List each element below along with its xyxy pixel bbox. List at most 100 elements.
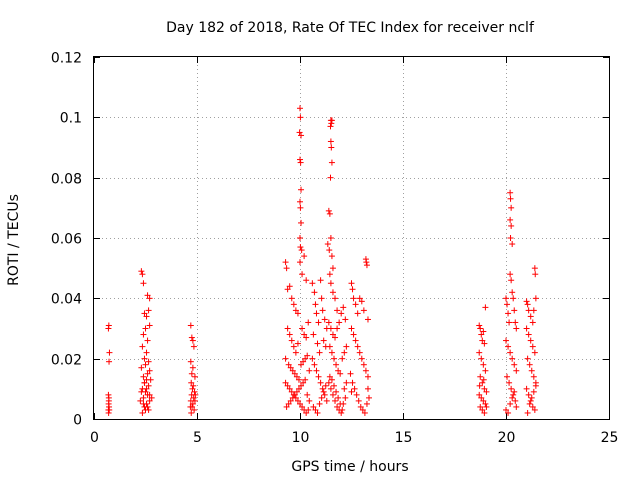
data-point <box>339 406 346 413</box>
data-point <box>297 105 303 112</box>
data-point <box>297 400 303 407</box>
data-point <box>106 358 113 365</box>
y-tick-label: 0.08 <box>51 172 82 188</box>
data-point <box>336 319 343 326</box>
data-point <box>326 210 333 217</box>
y-tick-label: 0.06 <box>51 232 82 248</box>
data-point <box>529 319 536 326</box>
data-point <box>295 376 302 383</box>
axis-ticks <box>94 57 610 420</box>
tick-labels: 0 5 10 15 20 25 0 0.02 0.04 0.06 0.08 0.1 0.12 <box>51 51 619 447</box>
data-point <box>337 370 344 377</box>
data-point <box>188 409 195 416</box>
data-point <box>190 394 197 401</box>
data-point <box>144 292 151 299</box>
data-point <box>105 394 112 401</box>
data-point <box>532 295 539 302</box>
data-point <box>327 123 334 130</box>
data-point <box>286 385 293 392</box>
data-point <box>141 379 148 386</box>
data-point <box>191 397 198 404</box>
data-point <box>287 364 294 371</box>
data-point <box>191 388 198 395</box>
data-point <box>326 271 333 278</box>
data-point <box>509 289 516 296</box>
data-point <box>363 400 370 407</box>
data-point <box>141 310 148 317</box>
data-point <box>302 355 309 362</box>
data-point <box>146 397 153 404</box>
data-point <box>356 295 363 302</box>
data-point <box>328 120 335 127</box>
data-point <box>352 337 359 344</box>
data-point <box>327 325 334 332</box>
data-point <box>317 379 324 386</box>
data-point <box>315 319 322 326</box>
data-point <box>479 379 486 386</box>
data-points <box>105 105 539 416</box>
y-tick-label: 0.02 <box>51 353 82 369</box>
data-point <box>304 352 311 359</box>
data-point <box>318 394 325 401</box>
data-point <box>285 400 292 407</box>
data-point <box>298 247 305 254</box>
data-point <box>297 114 304 121</box>
data-point <box>504 373 511 380</box>
data-point <box>137 397 144 404</box>
data-point <box>333 361 340 368</box>
data-point <box>321 316 328 323</box>
data-point <box>312 406 319 413</box>
data-point <box>512 319 519 326</box>
data-point <box>292 349 299 356</box>
data-point <box>480 376 487 383</box>
data-point <box>510 295 517 302</box>
data-point <box>366 394 373 401</box>
data-point <box>364 373 371 380</box>
data-point <box>291 370 298 377</box>
data-point <box>145 358 152 365</box>
x-axis-label: GPS time / hours <box>291 459 408 475</box>
data-point <box>301 253 308 260</box>
data-point <box>192 391 199 398</box>
data-point <box>140 331 147 338</box>
data-point <box>513 325 520 332</box>
data-point <box>360 307 367 314</box>
data-point <box>311 289 318 296</box>
data-point <box>355 397 362 404</box>
data-point <box>310 403 317 410</box>
data-point <box>527 313 534 320</box>
data-point <box>478 331 485 338</box>
data-point <box>145 382 152 389</box>
data-point <box>144 337 151 344</box>
data-point <box>352 301 359 308</box>
data-point <box>189 385 196 392</box>
data-point <box>505 310 512 317</box>
data-point <box>476 322 483 329</box>
data-point <box>293 373 300 380</box>
data-point <box>309 280 316 287</box>
data-point <box>527 337 534 344</box>
data-point <box>282 259 289 266</box>
data-point <box>358 298 365 305</box>
data-point <box>510 391 517 398</box>
data-point <box>332 397 339 404</box>
data-point <box>292 307 299 314</box>
data-point <box>530 388 537 395</box>
data-point <box>320 337 327 344</box>
data-point <box>282 379 289 386</box>
data-point <box>343 343 350 350</box>
data-point <box>312 301 319 308</box>
data-point <box>525 307 532 314</box>
data-point <box>531 265 538 272</box>
data-point <box>505 343 512 350</box>
data-point <box>298 382 305 389</box>
data-point <box>318 295 325 302</box>
data-point <box>358 355 365 362</box>
data-point <box>356 349 363 356</box>
data-point <box>339 355 346 362</box>
data-point <box>508 385 515 392</box>
data-point <box>306 367 313 374</box>
data-point <box>480 328 487 335</box>
data-point <box>323 397 330 404</box>
data-point <box>326 343 333 350</box>
